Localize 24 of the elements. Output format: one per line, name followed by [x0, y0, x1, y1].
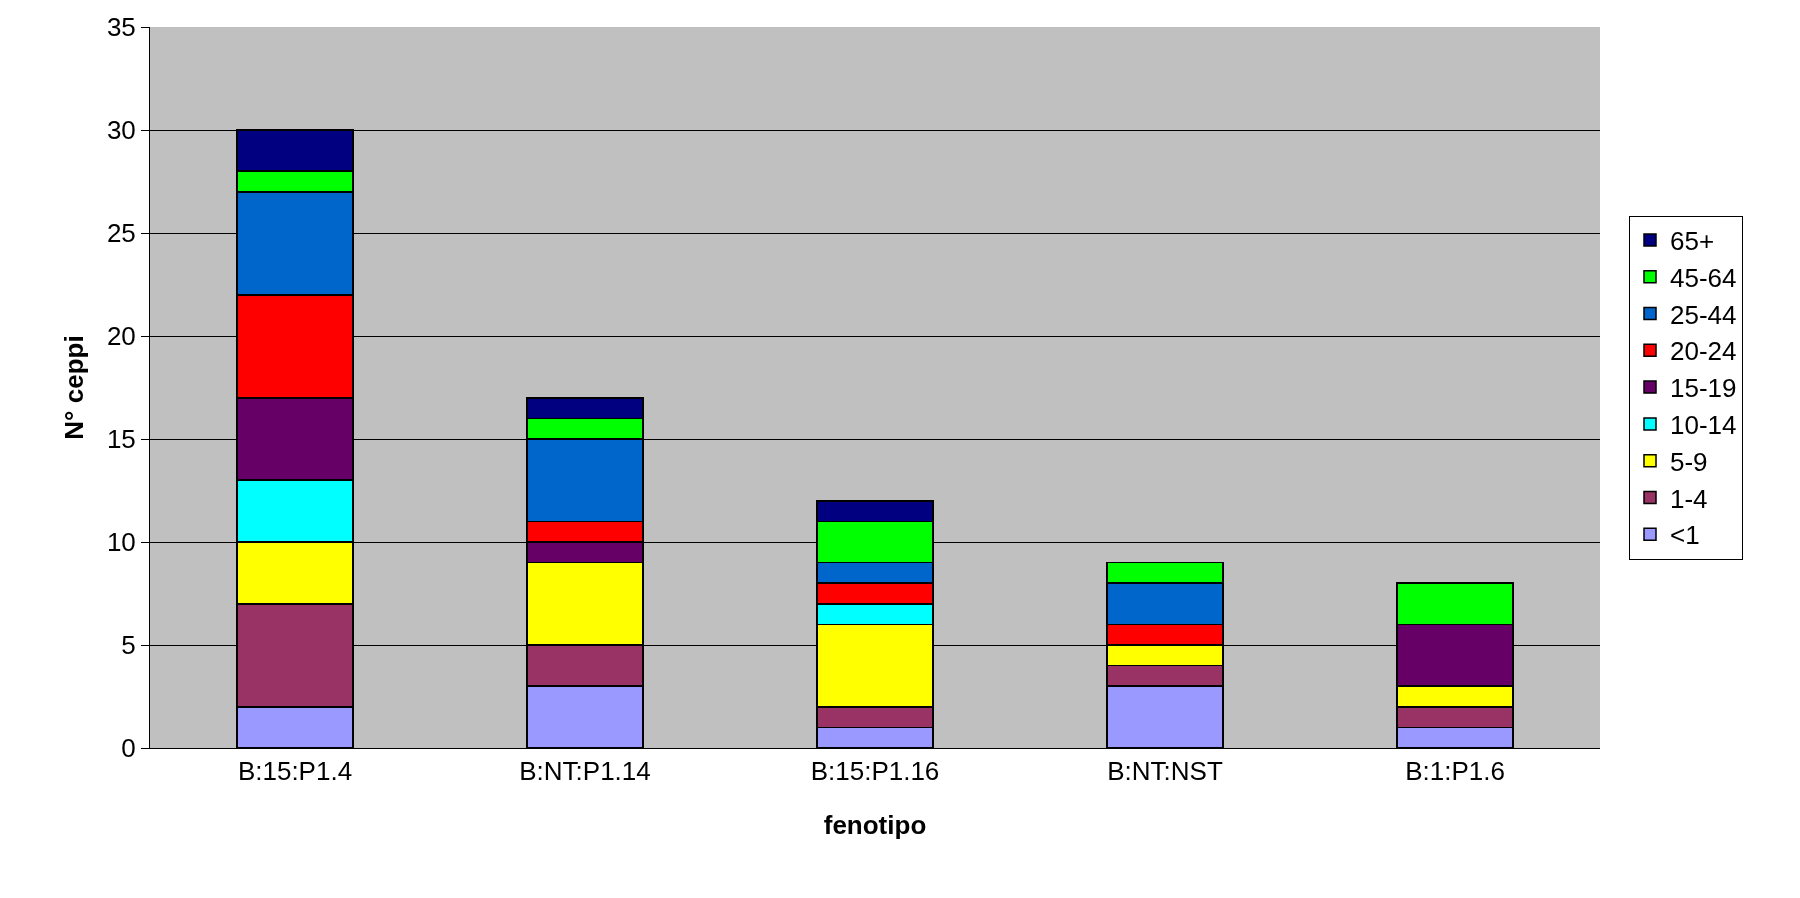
legend-label: 5-9 [1670, 446, 1708, 477]
y-tick-label: 0 [121, 733, 136, 764]
legend-label: 10-14 [1670, 410, 1737, 441]
y-tick-label: 5 [121, 630, 136, 661]
legend-label: <1 [1670, 520, 1700, 551]
x-tick-label: B:15:P1.16 [810, 756, 940, 787]
y-tick-label: 30 [106, 115, 136, 146]
y-axis-title: N° ceppi [59, 335, 90, 440]
y-tick-label: 35 [106, 12, 136, 43]
legend-label: 20-24 [1670, 336, 1737, 367]
x-tick-label: B:15:P1.4 [237, 756, 353, 787]
y-tick-label: 20 [106, 321, 136, 352]
x-tick-label: B:NT:NST [1107, 756, 1223, 787]
y-tick-label: 10 [106, 527, 136, 558]
x-tick-label: B:1:P1.6 [1405, 756, 1505, 787]
legend-label: 15-19 [1670, 373, 1737, 404]
legend-label: 1-4 [1670, 483, 1708, 514]
legend-label: 65+ [1670, 226, 1715, 257]
x-axis-title: fenotipo [823, 809, 927, 840]
y-tick-label: 25 [106, 218, 136, 249]
legend-label: 45-64 [1670, 262, 1737, 293]
x-tick-label: B:NT:P1.14 [519, 756, 651, 787]
y-tick-label: 15 [106, 424, 136, 455]
legend-label: 25-44 [1670, 299, 1737, 330]
